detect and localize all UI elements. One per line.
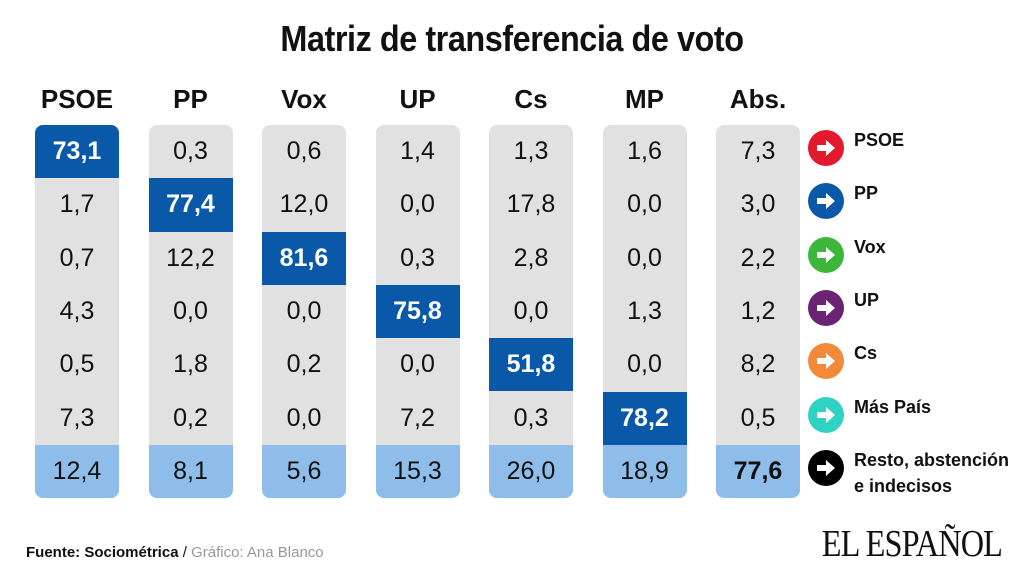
matrix-cell: 7,3 (59, 403, 95, 432)
matrix-cell: 15,3 (375, 444, 460, 498)
matrix-cell: 77,4 (148, 178, 233, 232)
matrix-cell: 81,6 (262, 231, 346, 285)
matrix-cell: 1,4 (400, 137, 435, 166)
matrix-cell: 0,5 (59, 350, 95, 379)
matrix-cell: 51,8 (489, 338, 573, 392)
matrix-cell: 3,0 (740, 190, 776, 219)
legend-item: Vox (808, 236, 1024, 273)
column: 1,3 17,8 2,8 0,0 51,8 0,3 26,0 (489, 125, 573, 498)
legend-label: PP (854, 183, 879, 204)
matrix-cell: 4,3 (59, 297, 95, 326)
matrix-cell: 0,6 (286, 137, 322, 166)
column-header: Vox (281, 84, 327, 114)
column: 0,6 12,0 81,6 0,0 0,2 0,0 5,6 (262, 125, 346, 498)
chart-title: Matriz de transferencia de voto (280, 18, 744, 59)
arrow-circle-icon (808, 449, 844, 486)
matrix-cell: 1,2 (740, 297, 776, 326)
separator: / (178, 544, 192, 561)
matrix-cell: 12,2 (166, 243, 215, 272)
matrix-cell: 0,2 (286, 350, 322, 379)
legend-label: Vox (854, 236, 886, 257)
matrix-cell: 7,2 (400, 403, 435, 432)
matrix-cell: 0,0 (400, 190, 435, 219)
arrow-circle-icon (808, 130, 844, 166)
matrix-cell: 0,5 (740, 403, 776, 432)
arrow-circle-icon (808, 396, 844, 433)
matrix-cell: 8,1 (148, 444, 233, 498)
matrix-cell: 0,3 (173, 137, 208, 166)
matrix-cell: 0,0 (286, 403, 322, 432)
matrix-cell: 12,4 (35, 444, 119, 498)
legend-item: Cs (808, 343, 1024, 380)
matrix-cell: 0,3 (513, 403, 549, 432)
matrix-cell: 1,3 (627, 297, 662, 326)
legend-item: Más País (808, 396, 1024, 433)
matrix-cell: 77,6 (716, 444, 800, 498)
legend-label: Más País (854, 396, 932, 417)
credit: Gráfico: Ana Blanco (191, 544, 324, 561)
matrix-cell: 18,9 (602, 444, 687, 498)
matrix-cell: 2,2 (740, 243, 776, 272)
column: 1,4 0,0 0,3 75,8 0,0 7,2 15,3 (375, 125, 460, 498)
matrix-cell: 17,8 (506, 190, 556, 219)
matrix-cell: 0,0 (173, 297, 208, 326)
column-header: Abs. (729, 84, 787, 114)
matrix-cell: 0,7 (59, 243, 95, 272)
matrix-cell: 0,0 (627, 190, 662, 219)
matrix-cell: 73,1 (35, 125, 119, 179)
column-header: Cs (514, 84, 548, 114)
matrix-cell: 0,0 (513, 297, 549, 326)
matrix-cell: 78,2 (602, 391, 687, 445)
source-label: Fuente: Sociométrica (26, 544, 179, 561)
column: 73,1 1,7 0,7 4,3 0,5 7,3 12,4 (35, 125, 119, 498)
matrix-cell: 26,0 (489, 444, 573, 498)
column: 7,3 3,0 2,2 1,2 8,2 0,5 77,6 (716, 125, 800, 498)
source-note: Fuente: Sociométrica / Gráfico: Ana Blan… (26, 544, 324, 561)
arrow-circle-icon (808, 183, 844, 220)
matrix-cell: 2,8 (513, 243, 549, 272)
matrix-cell: 7,3 (740, 137, 776, 166)
legend-label: Cs (854, 343, 878, 364)
matrix-cell: 0,0 (627, 243, 662, 272)
column-header: PSOE (40, 84, 114, 114)
arrow-circle-icon (808, 289, 844, 326)
column: 0,3 77,4 12,2 0,0 1,8 0,2 8,1 (148, 125, 233, 498)
matrix-cell: 1,8 (173, 350, 208, 379)
arrow-circle-icon (808, 343, 844, 380)
legend-label: PSOE (854, 130, 905, 150)
matrix-cell: 8,2 (740, 350, 776, 379)
matrix-cell: 0,0 (400, 350, 435, 379)
column-header: MP (625, 84, 664, 114)
matrix-cell: 0,3 (400, 243, 435, 272)
arrow-circle-icon (808, 236, 844, 273)
legend-item: PSOE (808, 130, 1024, 166)
column-header: UP (399, 84, 436, 114)
matrix-cell: 1,6 (627, 137, 662, 166)
column-header: PP (173, 84, 208, 114)
el-espanol-logo: EL ESPAÑOL (821, 523, 1003, 565)
legend-item: Resto, abstención e indecisos (808, 449, 1024, 499)
matrix-cell: 0,2 (173, 403, 208, 432)
matrix-cell: 5,6 (262, 444, 346, 498)
column: 1,6 0,0 0,0 1,3 0,0 78,2 18,9 (602, 125, 687, 498)
matrix-cell: 75,8 (375, 284, 460, 339)
legend-label: UP (854, 289, 880, 310)
legend-item: UP (808, 289, 1024, 326)
matrix-cell: 0,0 (627, 350, 662, 379)
matrix-cell: 12,0 (279, 190, 329, 219)
matrix-cell: 1,3 (513, 137, 549, 166)
matrix-cell: 0,0 (286, 297, 322, 326)
matrix-cell: 1,7 (59, 190, 95, 219)
legend-label: Resto, abstención e indecisos (854, 449, 1010, 496)
legend-item: PP (808, 183, 1024, 220)
